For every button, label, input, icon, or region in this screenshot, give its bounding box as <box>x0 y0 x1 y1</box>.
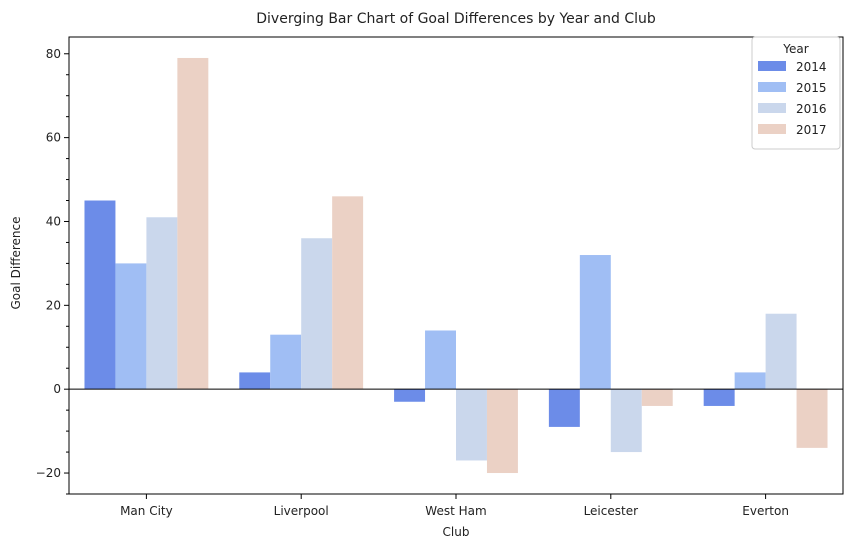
legend-swatch-2016 <box>758 103 786 113</box>
y-tick-label: 60 <box>46 131 61 145</box>
legend-label-2017: 2017 <box>796 123 827 137</box>
bar-everton-2017 <box>796 389 828 448</box>
bar-leicester-2014 <box>548 389 580 427</box>
bar-man-city-2015 <box>115 263 147 390</box>
y-tick-label: 40 <box>46 214 61 228</box>
bar-liverpool-2017 <box>332 196 364 390</box>
bar-west-ham-2014 <box>394 389 426 402</box>
bar-leicester-2015 <box>579 255 611 390</box>
x-tick-label: Leicester <box>584 504 639 518</box>
y-tick-label: −20 <box>36 466 61 480</box>
y-axis: −20 0 20 40 60 80 <box>36 47 69 495</box>
bar-everton-2015 <box>734 372 766 390</box>
legend: Year 2014 2015 2016 2017 <box>751 36 841 150</box>
plot-area <box>68 36 844 495</box>
bar-west-ham-2015 <box>425 330 456 390</box>
chart-title: Diverging Bar Chart of Goal Differences … <box>256 11 656 27</box>
bar-everton-2016 <box>765 313 797 390</box>
bar-liverpool-2016 <box>301 238 333 390</box>
bar-everton-2014 <box>703 389 735 406</box>
x-axis-title: Club <box>443 525 470 539</box>
x-tick-label: Man City <box>120 504 173 518</box>
bar-man-city-2016 <box>146 217 178 390</box>
bar-liverpool-2014 <box>239 372 271 390</box>
legend-swatch-2015 <box>758 82 786 92</box>
y-axis-title: Goal Difference <box>9 216 23 309</box>
bar-leicester-2016 <box>610 389 642 453</box>
x-tick-label: Everton <box>742 504 789 518</box>
legend-label-2016: 2016 <box>796 102 827 116</box>
x-tick-label: Liverpool <box>274 504 329 518</box>
bar-west-ham-2016 <box>456 389 487 461</box>
y-tick-label: 20 <box>46 298 61 312</box>
x-axis: Man City Liverpool West Ham Leicester Everto… <box>120 494 789 518</box>
y-tick-label: 80 <box>46 47 61 61</box>
bar-west-ham-2017 <box>486 389 518 474</box>
legend-swatch-2017 <box>758 124 786 134</box>
bar-leicester-2017 <box>641 389 673 406</box>
legend-label-2014: 2014 <box>796 60 827 74</box>
x-tick-label: West Ham <box>425 504 486 518</box>
bar-man-city-2017 <box>177 57 209 390</box>
bar-liverpool-2015 <box>270 334 302 390</box>
legend-label-2015: 2015 <box>796 81 827 95</box>
legend-title: Year <box>782 42 808 56</box>
legend-entries: 2014 2015 2016 2017 <box>758 60 827 137</box>
y-tick-label: 0 <box>53 382 61 396</box>
bar-man-city-2014 <box>84 200 116 390</box>
legend-swatch-2014 <box>758 61 786 71</box>
